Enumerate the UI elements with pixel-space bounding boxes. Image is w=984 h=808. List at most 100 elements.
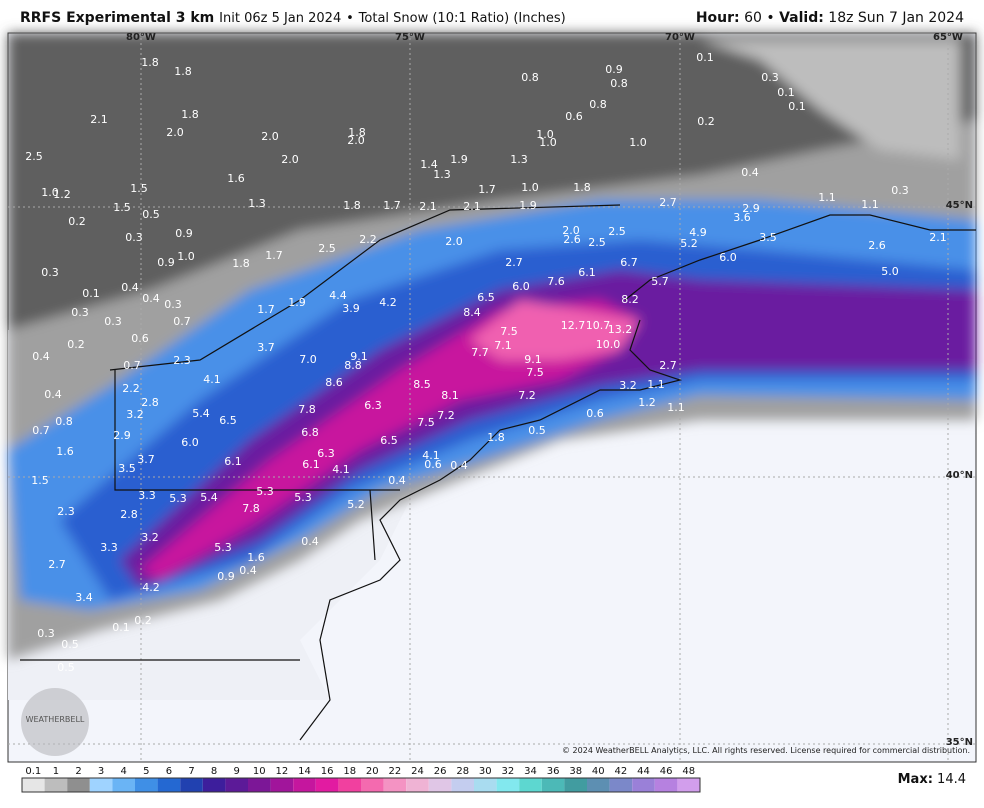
max-value: 14.4 <box>937 772 966 787</box>
snow-amount: 3.7 <box>137 453 155 466</box>
snow-amount: 1.7 <box>265 249 283 262</box>
product: Total Snow (10:1 Ratio) (Inches) <box>358 11 566 26</box>
snow-amount: 6.3 <box>364 399 382 412</box>
snow-amount: 2.0 <box>166 126 184 139</box>
snow-amount: 2.1 <box>463 200 481 213</box>
snow-amount: 10.0 <box>596 338 621 351</box>
colorbar-tick-label: 18 <box>343 766 356 777</box>
colorbar-cell <box>609 778 633 792</box>
snow-amount: 0.4 <box>142 292 160 305</box>
colorbar-cell <box>135 778 158 792</box>
hour-label: Hour: <box>696 10 740 26</box>
snow-amount: 0.3 <box>761 71 779 84</box>
snow-amount: 0.7 <box>123 359 141 372</box>
colorbar-tick-label: 9 <box>234 766 240 777</box>
snow-amount: 6.8 <box>301 426 319 439</box>
hour: 60 <box>744 10 762 26</box>
snow-amount: 4.4 <box>329 289 347 302</box>
snow-amount: 2.1 <box>419 200 437 213</box>
colorbar-frame <box>21 777 701 793</box>
snow-amount: 1.8 <box>348 126 366 139</box>
snow-amount: 1.1 <box>647 378 665 391</box>
snow-amount: 0.9 <box>605 63 623 76</box>
snow-amount: 5.0 <box>881 265 899 278</box>
snow-amount: 0.3 <box>164 298 182 311</box>
snow-amount: 3.7 <box>257 341 275 354</box>
snow-amount: 0.4 <box>239 564 257 577</box>
snow-amount: 1.9 <box>519 199 537 212</box>
snow-amount: 6.7 <box>620 256 638 269</box>
colorbar-cell <box>89 778 113 792</box>
snow-amount: 8.2 <box>621 293 639 306</box>
snow-amount: 2.8 <box>120 508 138 521</box>
snow-amount: 2.3 <box>173 354 191 367</box>
snow-amount: 2.5 <box>318 242 336 255</box>
snow-amount: 1.6 <box>247 551 265 564</box>
snow-amount: 0.4 <box>388 474 406 487</box>
colorbar-tick-label: 0.1 <box>25 766 41 777</box>
colorbar-cell <box>632 778 655 792</box>
snow-amount: 3.9 <box>342 302 360 315</box>
snow-amount: 2.9 <box>113 429 131 442</box>
snow-amount: 6.0 <box>512 280 530 293</box>
colorbar-cell <box>315 778 339 792</box>
snow-amount: 1.5 <box>113 201 131 214</box>
snow-amount: 5.2 <box>680 237 698 250</box>
colorbar-tick-label: 36 <box>547 766 560 777</box>
snow-amount: 1.3 <box>433 168 451 181</box>
snow-amount: 2.0 <box>445 235 463 248</box>
separator: • <box>766 10 774 26</box>
snow-amount: 0.2 <box>67 338 85 351</box>
snow-amount: 0.5 <box>61 638 79 651</box>
colorbar-cell <box>406 778 429 792</box>
snow-amount: 3.2 <box>126 408 144 421</box>
separator: • <box>346 11 354 26</box>
snow-amount: 2.0 <box>562 224 580 237</box>
colorbar-cell <box>361 778 384 792</box>
snow-amount: 1.3 <box>248 197 266 210</box>
snow-amount: 1.0 <box>539 136 557 149</box>
snow-amount: 1.8 <box>573 181 591 194</box>
snow-amount: 2.5 <box>588 236 606 249</box>
colorbar-cell <box>22 778 45 792</box>
snow-amount: 1.2 <box>53 188 71 201</box>
snow-amount: 0.4 <box>301 535 319 548</box>
colorbar-tick-label: 48 <box>682 766 695 777</box>
snow-amount: 0.4 <box>450 459 468 472</box>
snow-amount: 1.8 <box>232 257 250 270</box>
snow-amount: 1.7 <box>383 199 401 212</box>
graticule-label: 45°N <box>946 200 973 211</box>
snow-amount: 0.8 <box>55 415 73 428</box>
colorbar-cell <box>541 778 565 792</box>
logo-text: WEATHERBELL <box>26 715 85 724</box>
colorbar-tick-label: 16 <box>321 766 334 777</box>
graticule-label: 65°W <box>933 32 963 43</box>
snow-amount: 1.6 <box>227 172 245 185</box>
snow-amount: 1.5 <box>31 474 49 487</box>
snow-amount: 0.6 <box>131 332 149 345</box>
graticule-label: 70°W <box>665 32 695 43</box>
snow-amount: 0.4 <box>44 388 62 401</box>
colorbar-tick-label: 4 <box>121 766 127 777</box>
snow-amount: 0.5 <box>528 424 546 437</box>
snow-amount: 4.1 <box>422 449 440 462</box>
snow-amount: 6.5 <box>380 434 398 447</box>
snow-amount: 0.1 <box>82 287 100 300</box>
colorbar-cell <box>587 778 610 792</box>
snow-amount: 7.7 <box>471 346 489 359</box>
map: 1.81.8 0.80.90.80.10.30.10.12.1 1.82.0 2.0 1… <box>7 32 977 763</box>
colorbar-cell <box>270 778 294 792</box>
snow-amount: 7.5 <box>417 416 435 429</box>
snow-amount: 0.5 <box>142 208 160 221</box>
colorbar-cell <box>44 778 68 792</box>
snow-amount: 0.2 <box>134 614 152 627</box>
snow-amount: 7.1 <box>494 339 512 352</box>
snow-amount: 6.5 <box>477 291 495 304</box>
snow-amount: 7.0 <box>299 353 317 366</box>
snow-amount: 1.8 <box>181 108 199 121</box>
colorbar-cell <box>180 778 203 792</box>
snow-amount: 5.4 <box>192 407 210 420</box>
snow-amount: 0.3 <box>104 315 122 328</box>
snow-amount: 4.1 <box>203 373 221 386</box>
snow-amount: 3.5 <box>118 462 136 475</box>
